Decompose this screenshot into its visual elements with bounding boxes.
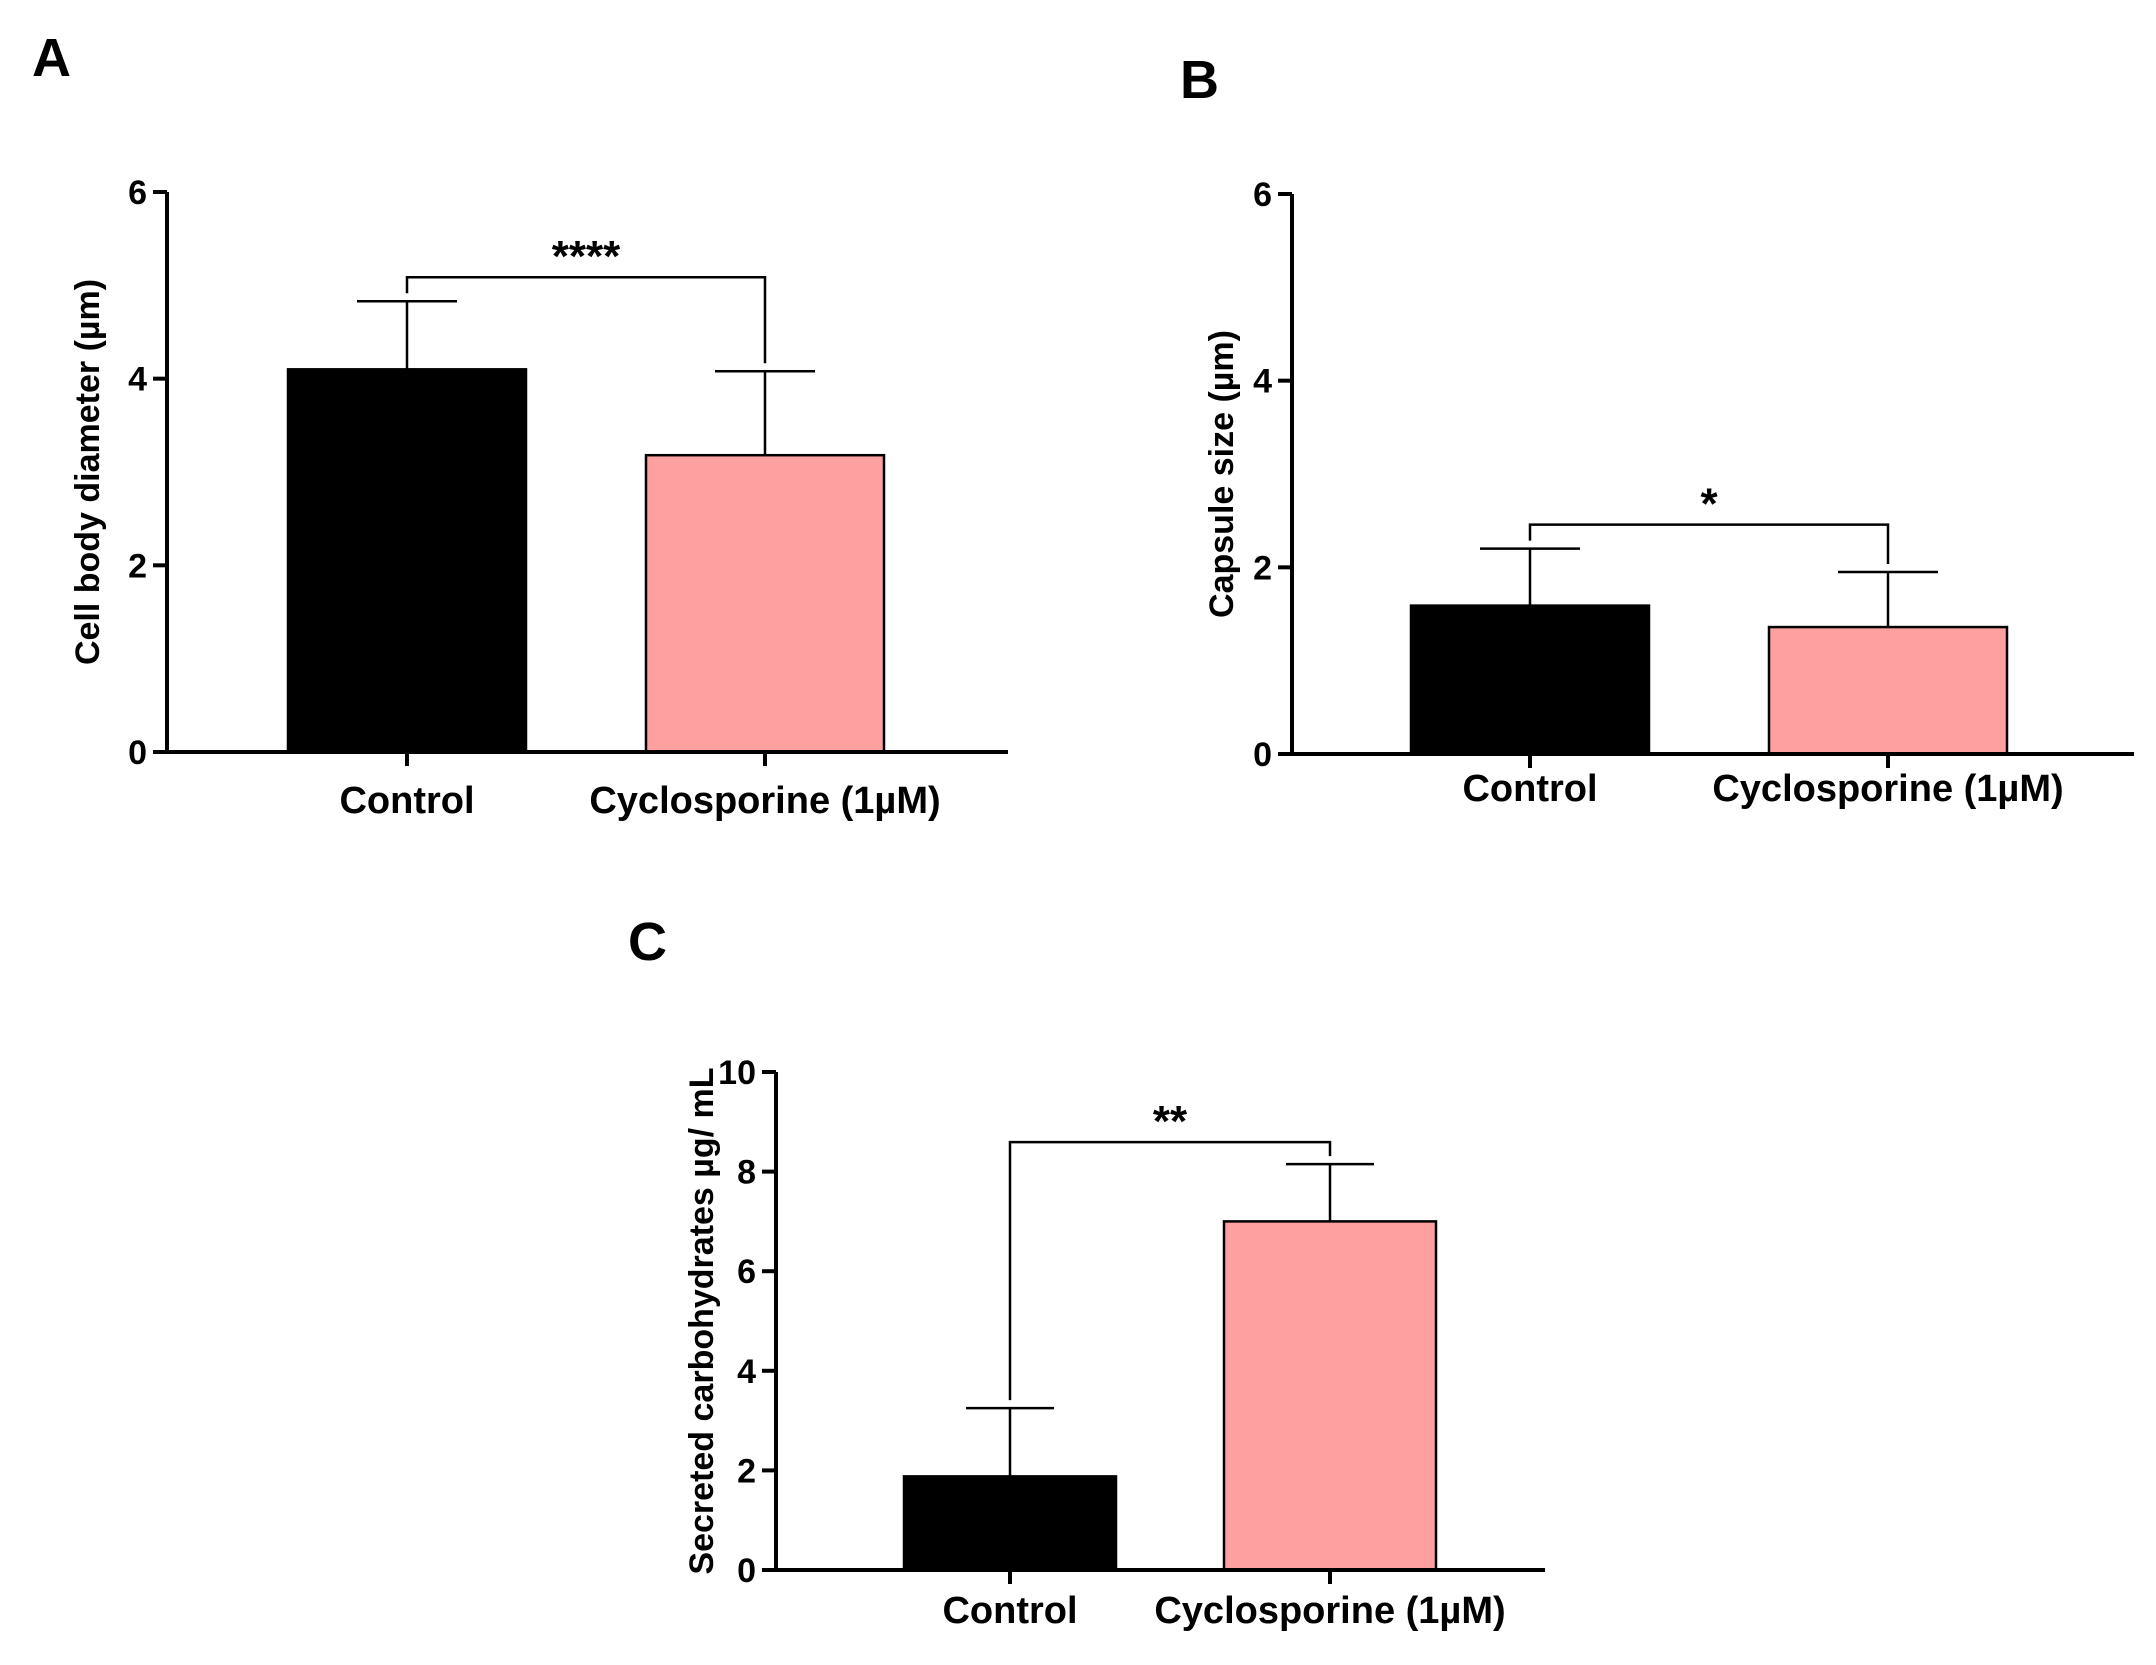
y-tick-label: 2 <box>128 547 147 585</box>
y-tick-label: 6 <box>128 174 147 212</box>
category-label-cyclosporine: Cyclosporine (1µM) <box>1712 768 2063 810</box>
bar-control <box>902 1475 1118 1572</box>
significance-label: **** <box>552 232 621 281</box>
y-tick-label: 0 <box>1253 736 1272 774</box>
y-tick-label: 2 <box>737 1452 756 1490</box>
significance-group: * <box>1528 480 1890 564</box>
bar-cyclosporine <box>644 453 886 754</box>
panel-letter-c: C <box>628 912 667 972</box>
significance-bracket <box>1528 523 1890 564</box>
y-tick-label: 8 <box>737 1154 756 1192</box>
y-tick-label: 10 <box>718 1054 756 1092</box>
y-tick-label: 0 <box>737 1552 756 1590</box>
error-bar-group <box>357 299 815 456</box>
y-axis-title: Cell body diameter (µm) <box>69 279 107 665</box>
chart-panel-c: 0 2 4 6 8 10 ** Secreted carbohydrates µg/ mL… <box>683 1054 1545 1632</box>
bar-cyclosporine <box>1767 625 2009 756</box>
category-label-cyclosporine: Cyclosporine (1µM) <box>589 780 940 822</box>
y-tick-label: 6 <box>1253 176 1272 214</box>
y-tick-group: 0 2 4 6 <box>1253 176 1292 774</box>
axes-group <box>165 192 1008 766</box>
category-label-control: Control <box>1462 768 1597 810</box>
error-bar-group <box>1480 547 1938 628</box>
y-tick-label: 2 <box>1253 549 1272 587</box>
significance-group: ** <box>1008 1097 1332 1401</box>
bar-control <box>286 368 528 754</box>
panel-letter-a: A <box>32 28 71 88</box>
axes-group <box>774 1072 1545 1584</box>
y-tick-label: 4 <box>737 1353 756 1391</box>
bar-control <box>1409 604 1651 756</box>
y-tick-label: 0 <box>128 734 147 772</box>
category-label-control: Control <box>942 1590 1077 1632</box>
bar-cyclosporine <box>1222 1220 1438 1572</box>
y-tick-group: 0 2 4 6 <box>128 174 167 772</box>
category-label-cyclosporine: Cyclosporine (1µM) <box>1154 1590 1505 1632</box>
error-bar-group <box>966 1162 1374 1477</box>
significance-label: ** <box>1153 1097 1188 1146</box>
chart-panel-b: 0 2 4 6 * Capsule size (µm) Control Cyclosp… <box>1203 176 2134 810</box>
significance-bracket <box>1008 1140 1332 1401</box>
bar-group <box>1409 604 2009 756</box>
chart-panel-a: 0 2 4 6 **** Cell body diameter (µm) Contro… <box>69 174 1008 822</box>
y-tick-group: 0 2 4 6 8 10 <box>718 1054 776 1590</box>
significance-group: **** <box>405 232 767 364</box>
y-axis-title: Capsule size (µm) <box>1203 330 1241 618</box>
y-axis-title: Secreted carbohydrates µg/ mL <box>683 1067 721 1574</box>
category-label-control: Control <box>339 780 474 822</box>
axes-group <box>1290 194 2134 768</box>
significance-label: * <box>1700 480 1718 529</box>
y-tick-label: 4 <box>128 361 147 399</box>
y-tick-label: 4 <box>1253 363 1272 401</box>
bar-group <box>286 368 886 754</box>
significance-bracket <box>405 275 767 364</box>
panel-letter-b: B <box>1180 50 1219 110</box>
y-tick-label: 6 <box>737 1253 756 1291</box>
